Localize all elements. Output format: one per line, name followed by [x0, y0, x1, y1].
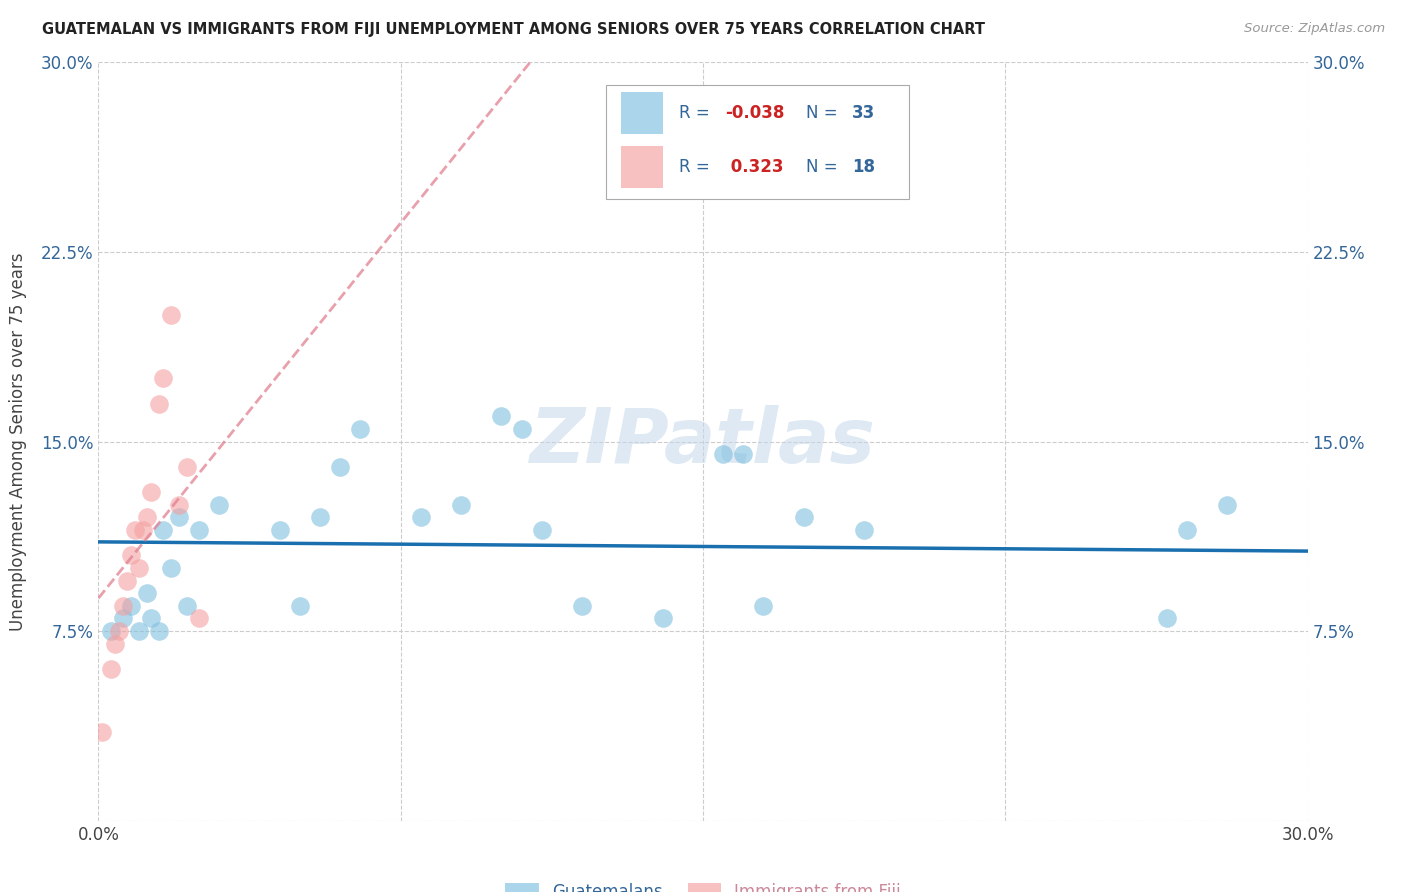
- Text: R =: R =: [679, 104, 714, 122]
- Point: [128, 624, 150, 639]
- FancyBboxPatch shape: [606, 85, 908, 199]
- Legend: Guatemalans, Immigrants from Fiji: Guatemalans, Immigrants from Fiji: [496, 874, 910, 892]
- Point: [160, 561, 183, 575]
- Point: [135, 586, 157, 600]
- FancyBboxPatch shape: [621, 93, 664, 134]
- Text: 0.323: 0.323: [724, 158, 783, 176]
- Point: [103, 637, 125, 651]
- Point: [188, 523, 211, 537]
- Point: [152, 523, 174, 537]
- Point: [100, 662, 122, 676]
- Point: [571, 599, 593, 613]
- Point: [733, 447, 755, 461]
- Point: [1175, 523, 1198, 537]
- FancyBboxPatch shape: [621, 145, 664, 187]
- Point: [132, 523, 155, 537]
- Text: R =: R =: [679, 158, 714, 176]
- Text: -0.038: -0.038: [724, 104, 785, 122]
- Point: [91, 725, 114, 739]
- Point: [288, 599, 311, 613]
- Text: N =: N =: [806, 158, 842, 176]
- Point: [111, 611, 134, 625]
- Point: [1156, 611, 1178, 625]
- Text: GUATEMALAN VS IMMIGRANTS FROM FIJI UNEMPLOYMENT AMONG SENIORS OVER 75 YEARS CORR: GUATEMALAN VS IMMIGRANTS FROM FIJI UNEMP…: [42, 22, 986, 37]
- Point: [176, 599, 198, 613]
- Point: [115, 574, 138, 588]
- Point: [176, 459, 198, 474]
- Point: [409, 510, 432, 524]
- Point: [309, 510, 332, 524]
- Text: 18: 18: [852, 158, 875, 176]
- Point: [711, 447, 734, 461]
- Point: [510, 422, 533, 436]
- Point: [651, 611, 673, 625]
- Point: [100, 624, 122, 639]
- Point: [148, 624, 170, 639]
- Point: [530, 523, 553, 537]
- Point: [139, 611, 162, 625]
- Text: 33: 33: [852, 104, 875, 122]
- Y-axis label: Unemployment Among Seniors over 75 years: Unemployment Among Seniors over 75 years: [8, 252, 27, 631]
- Point: [152, 371, 174, 385]
- Point: [450, 498, 472, 512]
- Point: [120, 548, 142, 563]
- Point: [139, 485, 162, 500]
- Point: [188, 611, 211, 625]
- Point: [111, 599, 134, 613]
- Point: [752, 599, 775, 613]
- Point: [1216, 498, 1239, 512]
- Point: [160, 308, 183, 322]
- Point: [107, 624, 129, 639]
- Point: [329, 459, 352, 474]
- Point: [124, 523, 146, 537]
- Text: Source: ZipAtlas.com: Source: ZipAtlas.com: [1244, 22, 1385, 36]
- Point: [853, 523, 876, 537]
- Point: [135, 510, 157, 524]
- Point: [167, 498, 190, 512]
- Point: [269, 523, 291, 537]
- Text: N =: N =: [806, 104, 842, 122]
- Point: [148, 396, 170, 410]
- Point: [128, 561, 150, 575]
- Point: [208, 498, 231, 512]
- Point: [167, 510, 190, 524]
- Point: [349, 422, 371, 436]
- Text: ZIPatlas: ZIPatlas: [530, 405, 876, 478]
- Point: [120, 599, 142, 613]
- Point: [491, 409, 513, 424]
- Point: [793, 510, 815, 524]
